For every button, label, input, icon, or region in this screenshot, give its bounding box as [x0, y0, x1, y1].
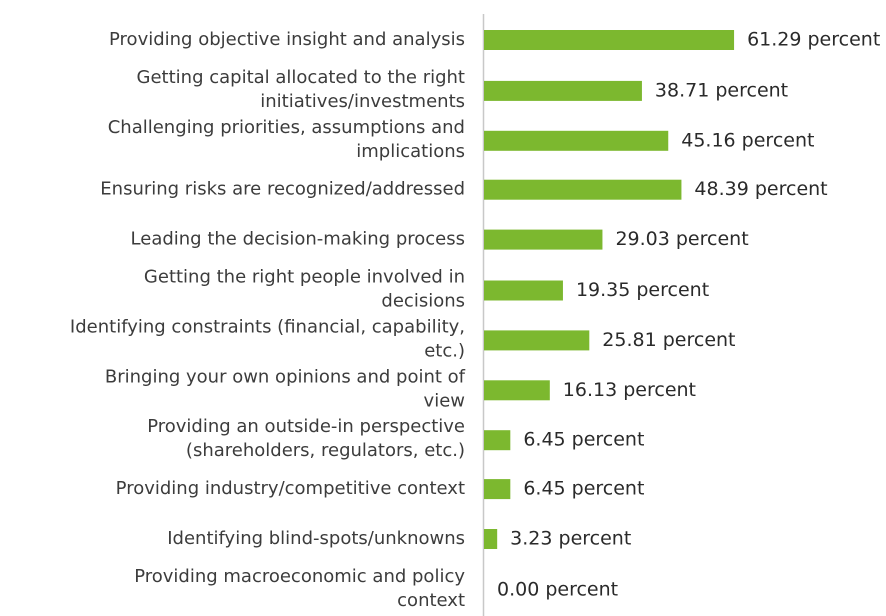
category-label-line: context — [397, 590, 465, 611]
category-label: Challenging priorities, assumptions and i… — [108, 117, 465, 162]
bar — [484, 80, 642, 101]
category-label: Identifying blind-spots/unknowns — [167, 528, 465, 549]
category-label-line: Providing objective insight and analysis — [109, 29, 465, 50]
bars-layer — [484, 30, 735, 549]
value-label: 3.23 percent — [510, 528, 631, 550]
category-label-line: Providing an outside-in perspective — [147, 416, 465, 437]
category-label-line: Ensuring risks are recognized/addressed — [100, 179, 465, 200]
category-label: Leading the decision-making process — [131, 229, 465, 250]
value-label: 61.29 percent — [747, 29, 880, 51]
category-label-line: Bringing your own opinions and point of — [105, 366, 466, 387]
value-label: 25.81 percent — [602, 329, 735, 351]
value-label: 45.16 percent — [681, 129, 814, 151]
category-label-line: Getting the right people involved in — [144, 267, 465, 288]
category-label-line: initiatives/investments — [260, 91, 465, 112]
value-label: 16.13 percent — [563, 379, 696, 401]
bar — [484, 30, 735, 50]
value-label: 29.03 percent — [615, 228, 748, 250]
bar — [484, 529, 498, 549]
category-label-line: Identifying blind-spots/unknowns — [167, 528, 465, 549]
bar — [484, 280, 563, 301]
category-label-line: etc.) — [424, 340, 465, 361]
category-label: Identifying constraints (financial, capa… — [70, 316, 465, 361]
category-labels: Providing objective insight and analysis… — [70, 29, 466, 611]
category-label: Getting the right people involved in deci… — [144, 267, 465, 312]
category-label-line: (shareholders, regulators, etc.) — [186, 440, 465, 461]
category-label-line: Providing industry/competitive context — [116, 478, 465, 499]
category-label: Providing industry/competitive context — [116, 478, 465, 499]
category-label-line: Leading the decision-making process — [131, 229, 465, 250]
category-label-line: Providing macroeconomic and policy — [134, 566, 465, 587]
category-label-line: Getting capital allocated to the right — [137, 67, 465, 88]
value-label: 6.45 percent — [523, 429, 644, 451]
category-label: Ensuring risks are recognized/addressed — [100, 179, 465, 200]
value-label: 38.71 percent — [655, 79, 788, 101]
category-label-line: implications — [356, 141, 465, 162]
category-label: Getting capital allocated to the right in… — [137, 67, 465, 112]
bar — [484, 330, 590, 351]
category-label-line: Challenging priorities, assumptions and — [108, 117, 465, 138]
value-label: 0.00 percent — [497, 578, 618, 600]
bar — [484, 130, 669, 151]
category-label: Bringing your own opinions and point of v… — [105, 366, 466, 411]
bar — [484, 479, 511, 500]
category-label-line: view — [424, 390, 465, 411]
bar — [484, 229, 603, 250]
bar — [484, 430, 511, 451]
value-label: 19.35 percent — [576, 279, 709, 301]
bar — [484, 179, 682, 200]
category-label-line: decisions — [381, 291, 465, 312]
category-label-line: Identifying constraints (financial, capa… — [70, 316, 465, 337]
value-label: 6.45 percent — [523, 478, 644, 500]
bar — [484, 380, 550, 401]
value-labels: 61.29 percent 38.71 percent 45.16 percent 4… — [497, 29, 880, 601]
category-label: Providing macroeconomic and policy contex… — [134, 566, 465, 611]
value-label: 48.39 percent — [694, 178, 827, 200]
category-label: Providing an outside-in perspective (shar… — [147, 416, 465, 461]
category-label: Providing objective insight and analysis — [109, 29, 465, 50]
